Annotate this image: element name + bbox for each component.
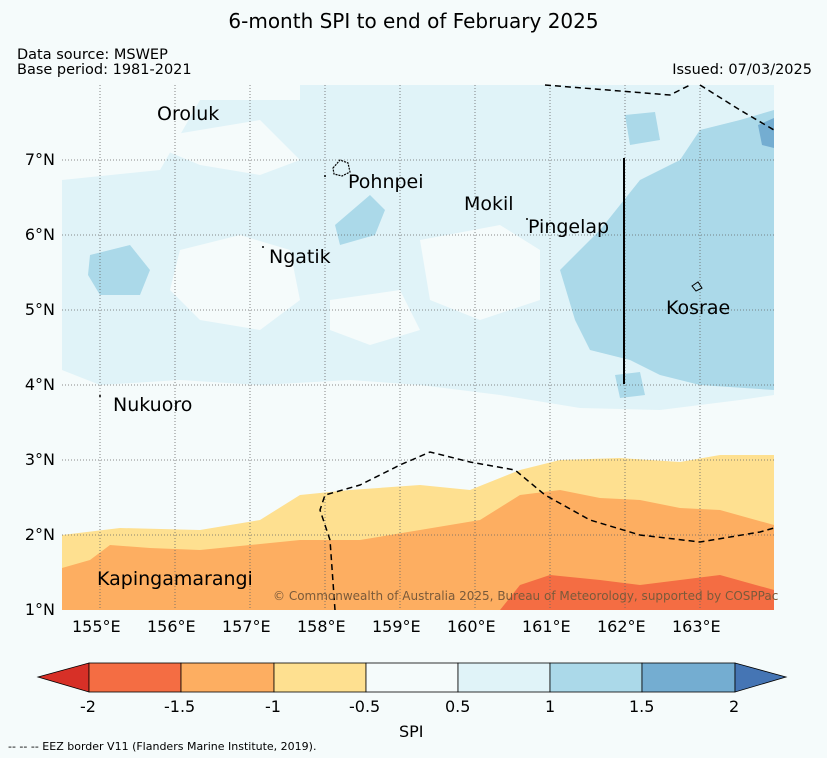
lat-label-1n: 1°N: [24, 600, 55, 619]
lat-label-2n: 2°N: [24, 525, 55, 544]
colorbar-tick: 0.5: [445, 697, 471, 716]
lon-label-159e: 159°E: [372, 617, 421, 636]
colorbar-tick: 1.5: [629, 697, 655, 716]
colorbar-high-extend: [734, 662, 788, 693]
lon-label-162e: 162°E: [597, 617, 646, 636]
data-source: Data source: MSWEP: [17, 47, 168, 63]
issued-date: Issued: 07/03/2025: [672, 62, 812, 78]
place-nukuoro: Nukuoro: [113, 394, 193, 416]
kosrae-island: [691, 281, 703, 292]
colorbar-tick: 1: [545, 697, 556, 716]
lat-label-5n: 5°N: [24, 300, 55, 319]
spi-minus1.5-minus2-region: [500, 575, 774, 610]
colorbar-label: SPI: [399, 722, 424, 741]
colorbar-tick: -1.5: [164, 697, 196, 716]
copyright-notice: © Commonwealth of Australia 2025, Bureau…: [273, 589, 779, 603]
colorbar-tick: -1: [265, 697, 281, 716]
place-kosrae: Kosrae: [666, 297, 731, 319]
lon-label-155e: 155°E: [72, 617, 121, 636]
pohnpei-island: [332, 159, 351, 177]
colorbar-low-extend: [36, 662, 90, 693]
lon-label-157e: 157°E: [222, 617, 271, 636]
eez-footnote: -- -- -- EEZ border V11 (Flanders Marine…: [8, 740, 317, 753]
spi-1-1.5-region: [560, 110, 774, 390]
base-period: Base period: 1981-2021: [17, 62, 192, 78]
place-pohnpei: Pohnpei: [348, 171, 424, 193]
place-mokil: Mokil: [464, 193, 514, 215]
colorbar-tick: -2: [80, 697, 96, 716]
colorbar-tick: -0.5: [349, 697, 381, 716]
lat-label-7n: 7°N: [24, 150, 55, 169]
map-title: 6-month SPI to end of February 2025: [228, 9, 599, 33]
lon-label-163e: 163°E: [672, 617, 721, 636]
lon-label-160e: 160°E: [447, 617, 496, 636]
lon-label-161e: 161°E: [522, 617, 571, 636]
colorbar-tick: 2: [729, 697, 740, 716]
colorbar: [36, 662, 788, 693]
place-ngatik: Ngatik: [269, 246, 331, 268]
lat-label-3n: 3°N: [24, 450, 55, 469]
eez-border: [319, 84, 775, 611]
lon-label-158e: 158°E: [297, 617, 346, 636]
lat-label-4n: 4°N: [24, 375, 55, 394]
place-kapingamarangi: Kapingamarangi: [97, 568, 253, 590]
lat-label-6n: 6°N: [24, 225, 55, 244]
lon-label-156e: 156°E: [147, 617, 196, 636]
place-oroluk: Oroluk: [157, 103, 220, 125]
place-pingelap: Pingelap: [528, 216, 610, 238]
